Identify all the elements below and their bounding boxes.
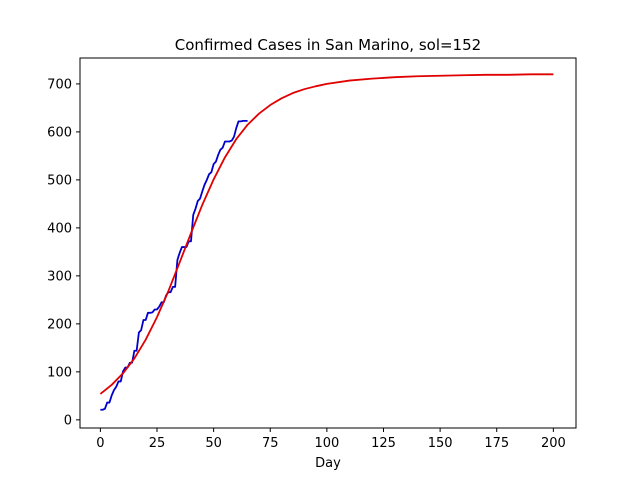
y-tick-label: 400 xyxy=(47,221,72,236)
series-layer xyxy=(99,73,554,411)
y-tick-label: 700 xyxy=(47,77,72,92)
y-tick-label: 200 xyxy=(47,317,72,332)
x-tick-label: 175 xyxy=(484,436,509,451)
x-tick-label: 125 xyxy=(371,436,396,451)
series-line-observed xyxy=(100,119,248,411)
chart-title: Confirmed Cases in San Marino, sol=152 xyxy=(175,36,481,54)
x-tick-label: 25 xyxy=(149,436,166,451)
y-tick-label: 100 xyxy=(47,365,72,380)
x-tick-label: 75 xyxy=(262,436,279,451)
x-tick-label: 150 xyxy=(428,436,453,451)
y-tick-label: 600 xyxy=(47,125,72,140)
x-tick-label: 100 xyxy=(314,436,339,451)
x-tick-label: 50 xyxy=(205,436,222,451)
y-tick-label: 300 xyxy=(47,269,72,284)
x-tick-label: 0 xyxy=(96,436,104,451)
y-tick-label: 0 xyxy=(64,413,72,428)
y-axis: 0 100 200 300 400 500 600 700 xyxy=(47,77,80,428)
x-tick-label: 200 xyxy=(541,436,566,451)
plot-frame xyxy=(79,57,577,429)
x-axis: 0 25 50 75 100 125 150 175 200 xyxy=(96,428,566,451)
x-axis-label: Day xyxy=(315,456,341,471)
series-line-fit xyxy=(99,73,554,395)
y-tick-label: 500 xyxy=(47,173,72,188)
